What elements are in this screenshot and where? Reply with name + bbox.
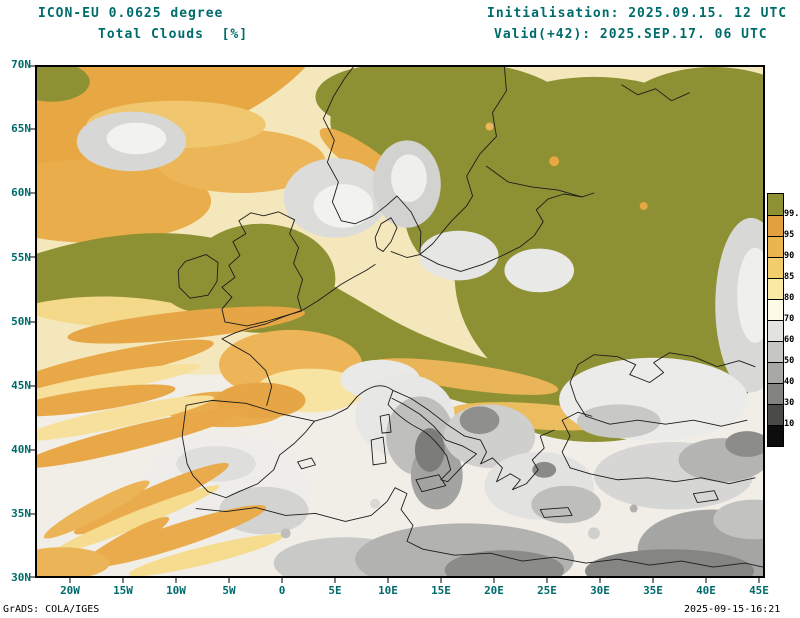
legend-label-85: 85	[784, 272, 795, 282]
legend-colorbar	[767, 193, 784, 447]
legend-label-40: 40	[784, 377, 795, 387]
legend-label-10: 10	[784, 419, 795, 429]
lon-label-20e: 20E	[484, 584, 504, 597]
legend-label-90: 90	[784, 251, 795, 261]
legend-swatch	[768, 383, 783, 404]
legend-label-30: 30	[784, 398, 795, 408]
lon-label-10e: 10E	[378, 584, 398, 597]
grads-stamp: GrADS: COLA/IGES	[3, 604, 100, 615]
lat-label-60n: 60N	[11, 186, 31, 199]
legend-swatch	[768, 341, 783, 362]
legend-swatch	[768, 215, 783, 236]
legend-label-99-5: 99.5	[784, 209, 800, 219]
lon-label-10w: 10W	[166, 584, 186, 597]
lon-label-15w: 15W	[113, 584, 133, 597]
valid-time: Valid(+42): 2025.SEP.17. 06 UTC	[494, 27, 768, 42]
lon-label-30e: 30E	[590, 584, 610, 597]
model-title: ICON-EU 0.0625 degree	[38, 6, 224, 21]
lon-label-20w: 20W	[60, 584, 80, 597]
legend-swatch	[768, 278, 783, 299]
legend-swatch	[768, 299, 783, 320]
legend-swatch	[768, 194, 783, 215]
lat-label-35n: 35N	[11, 507, 31, 520]
axis-ticks-left	[29, 65, 35, 578]
lat-label-30n: 30N	[11, 571, 31, 584]
creation-timestamp: 2025-09-15-16:21	[684, 604, 781, 615]
lat-label-40n: 40N	[11, 443, 31, 456]
lon-label-25e: 25E	[537, 584, 557, 597]
variable-title: Total Clouds [%]	[98, 27, 249, 42]
lat-label-70n: 70N	[11, 58, 31, 71]
legend-swatch	[768, 404, 783, 425]
lon-label-5e: 5E	[328, 584, 342, 597]
lon-label-5w: 5W	[222, 584, 236, 597]
initialisation-time: Initialisation: 2025.09.15. 12 UTC	[487, 6, 788, 21]
lon-label-15e: 15E	[431, 584, 451, 597]
lat-label-65n: 65N	[11, 122, 31, 135]
legend-label-70: 70	[784, 314, 795, 324]
legend-swatch	[768, 257, 783, 278]
lon-label-0: 0	[278, 584, 286, 597]
legend-label-50: 50	[784, 356, 795, 366]
lon-label-45e: 45E	[749, 584, 769, 597]
lat-label-50n: 50N	[11, 315, 31, 328]
legend-label-60: 60	[784, 335, 795, 345]
lat-label-45n: 45N	[11, 379, 31, 392]
map-canvas	[35, 65, 765, 578]
lon-label-35e: 35E	[643, 584, 663, 597]
legend-swatch	[768, 362, 783, 383]
legend-swatch	[768, 236, 783, 257]
lon-label-40e: 40E	[696, 584, 716, 597]
legend-label-80: 80	[784, 293, 795, 303]
legend-swatch	[768, 320, 783, 341]
axis-ticks-bottom	[69, 578, 760, 583]
cloud-cover-shading	[37, 67, 763, 576]
lat-label-55n: 55N	[11, 251, 31, 264]
legend-label-95: 95	[784, 230, 795, 240]
legend-swatch	[768, 425, 783, 446]
